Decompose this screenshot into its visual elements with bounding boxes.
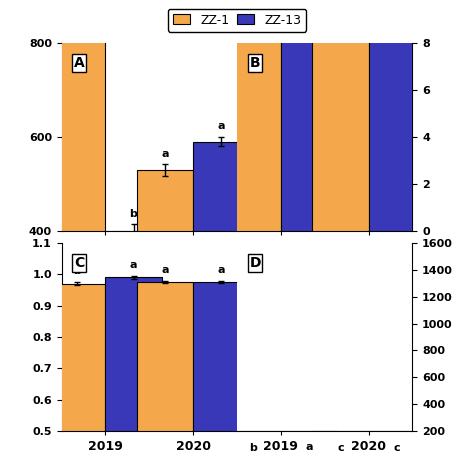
Text: a: a bbox=[218, 265, 225, 275]
Bar bbox=[49, 283, 105, 431]
Text: a: a bbox=[161, 265, 169, 275]
Text: b: b bbox=[129, 209, 137, 219]
Bar bbox=[368, 0, 425, 231]
Bar bbox=[137, 170, 193, 231]
Text: c: c bbox=[393, 443, 400, 453]
Bar bbox=[281, 431, 337, 458]
Bar bbox=[281, 0, 337, 231]
Bar bbox=[368, 431, 425, 458]
Text: D: D bbox=[249, 256, 261, 270]
Bar bbox=[225, 0, 281, 231]
Text: C: C bbox=[74, 256, 84, 270]
Text: b: b bbox=[249, 443, 257, 453]
Bar bbox=[312, 431, 369, 458]
Text: c: c bbox=[337, 443, 344, 453]
Text: B: B bbox=[249, 56, 260, 70]
Bar bbox=[225, 431, 281, 458]
Bar bbox=[105, 277, 162, 431]
Bar bbox=[137, 282, 193, 431]
Text: A: A bbox=[74, 56, 85, 70]
Bar bbox=[193, 282, 249, 431]
Bar bbox=[193, 142, 249, 231]
Bar bbox=[49, 0, 105, 231]
Text: a: a bbox=[161, 149, 169, 159]
Text: a: a bbox=[130, 260, 137, 270]
Text: a: a bbox=[305, 443, 313, 453]
Legend: ZZ-1, ZZ-13: ZZ-1, ZZ-13 bbox=[168, 9, 306, 32]
Text: a: a bbox=[218, 121, 225, 131]
Text: b: b bbox=[73, 266, 82, 276]
Bar bbox=[312, 0, 369, 231]
